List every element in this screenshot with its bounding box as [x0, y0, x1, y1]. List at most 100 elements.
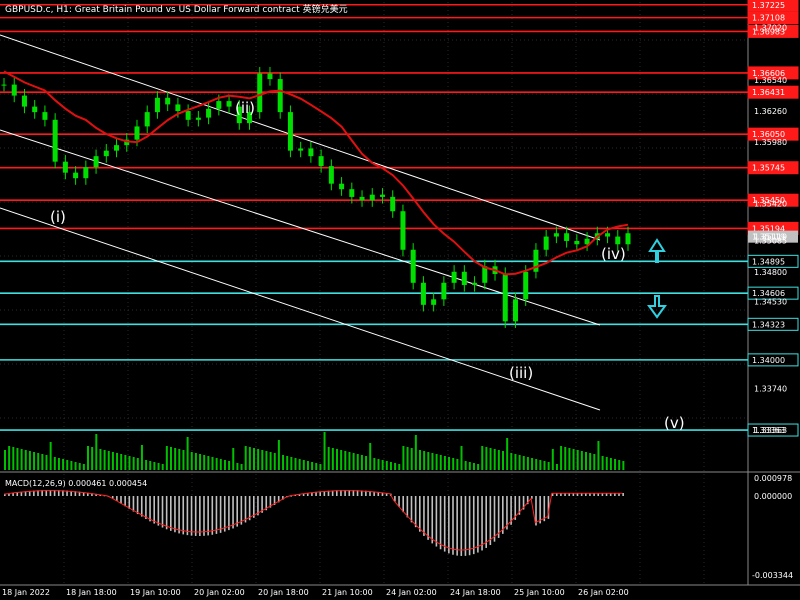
arrow-up-icon [648, 238, 666, 263]
macd-histogram-bar [406, 496, 409, 518]
macd-histogram-bar [377, 491, 380, 496]
volume-bar [306, 461, 309, 470]
macd-histogram-bar [165, 496, 168, 530]
volume-bar [485, 447, 488, 470]
macd-histogram-bar [20, 491, 23, 496]
volume-bar [132, 457, 135, 470]
macd-histogram-bar [365, 490, 367, 496]
volume-bar [232, 448, 235, 470]
macd-histogram-bar [514, 496, 517, 520]
volume-bar [406, 447, 409, 470]
candle-body [52, 119, 58, 162]
price-tick-label: 1.34530 [754, 298, 787, 307]
resistance-level-tag [747, 193, 799, 207]
volume-bar [352, 453, 355, 470]
candle-body [564, 233, 570, 241]
macd-histogram-bar [132, 496, 135, 512]
volume-bar [57, 458, 60, 470]
resistance-level-tag [747, 11, 799, 25]
macd-histogram-bar [360, 490, 363, 496]
macd-histogram-bar [178, 496, 180, 534]
candle-body [236, 106, 242, 124]
resistance-level-label: 1.36983 [752, 27, 785, 36]
candle-body [257, 73, 263, 113]
volume-bar [423, 451, 426, 470]
macd-histogram-bar [344, 490, 346, 496]
macd-histogram-bar [298, 494, 301, 496]
time-tick-label: 18 Jan 2022 [2, 588, 50, 597]
horizontal-levels[interactable]: 1.37225 1.37108 1.36983 1.36606 1.36431 1.360… [0, 0, 799, 437]
price-tick-label: 1.35085 [754, 236, 787, 245]
volume-bar [78, 463, 81, 470]
volume-bar [464, 461, 467, 470]
macd-histogram-bar [456, 496, 458, 556]
candle-body [523, 271, 529, 300]
volume-bar [45, 455, 48, 470]
candle-body [62, 161, 68, 173]
volume-bar [589, 453, 592, 470]
macd-histogram-bar [485, 496, 487, 548]
volume-bar [53, 457, 56, 470]
volume-bar [273, 453, 276, 470]
time-tick-label: 20 Jan 18:00 [258, 588, 309, 597]
volume-bar [178, 449, 181, 470]
volume-bar [145, 460, 148, 470]
volume-bar [356, 454, 359, 470]
macd-histogram-bar [352, 490, 355, 496]
moving-average-line [3, 70, 629, 276]
macd-histogram-bar [33, 490, 35, 496]
macd-histogram-bar [294, 494, 297, 496]
volume-bar [315, 463, 318, 470]
macd-histogram-bar [111, 496, 114, 499]
candle-body [21, 95, 27, 107]
macd-histogram-bar [153, 496, 155, 524]
time-tick-label: 24 Jan 02:00 [386, 588, 437, 597]
volume-bar [199, 454, 202, 470]
macd-histogram-bar [547, 496, 550, 519]
time-tick-label: 25 Jan 10:00 [514, 588, 565, 597]
volume-bar [70, 461, 73, 470]
macd-histogram-bar [385, 492, 388, 496]
candle-body [216, 101, 222, 109]
candle-body [83, 167, 89, 179]
macd-histogram-bar [568, 493, 570, 496]
macd-histogram-bar [219, 496, 222, 533]
macd-histogram-bar [622, 493, 624, 496]
volume-bar [443, 456, 446, 470]
candle-body [277, 79, 283, 113]
channel-lower-line [0, 207, 601, 411]
volume-bar [543, 461, 546, 470]
volume-bar [398, 464, 401, 470]
volume-bar [319, 464, 322, 470]
price-axis[interactable]: 1.374001.370201.365401.362601.359801.354… [754, 0, 787, 435]
macd-histogram-bar [70, 490, 72, 496]
candle-body [32, 106, 38, 113]
trend-channel[interactable] [0, 34, 601, 411]
macd-histogram-bar [518, 496, 521, 515]
macd-histogram-bar [145, 496, 147, 520]
candle-body [461, 271, 467, 286]
candle-body [114, 145, 120, 151]
time-tick-label: 20 Jan 02:00 [194, 588, 245, 597]
volume-bar [472, 463, 475, 470]
macd-histogram-bar [53, 490, 56, 496]
volume-bar [149, 461, 152, 470]
volume-bar [580, 451, 583, 470]
volume-bar [157, 463, 160, 470]
macd-tick-label: 0.000000 [754, 492, 792, 501]
resistance-level-label: 1.35194 [752, 224, 785, 233]
volume-bar [290, 457, 293, 470]
volume-bar [568, 448, 571, 470]
candle-body [298, 148, 304, 151]
volume-bar [323, 432, 326, 470]
volume-bar [298, 459, 301, 470]
macd-histogram-bar [589, 493, 591, 496]
macd-histogram-bar [439, 496, 442, 550]
resistance-level-label: 1.37225 [752, 1, 785, 10]
macd-histogram-bar [207, 496, 209, 536]
support-level-label: 1.34895 [752, 257, 785, 266]
volume-bar [385, 461, 388, 470]
macd-histogram-bar [526, 496, 529, 505]
macd-histogram-bar [4, 493, 6, 496]
